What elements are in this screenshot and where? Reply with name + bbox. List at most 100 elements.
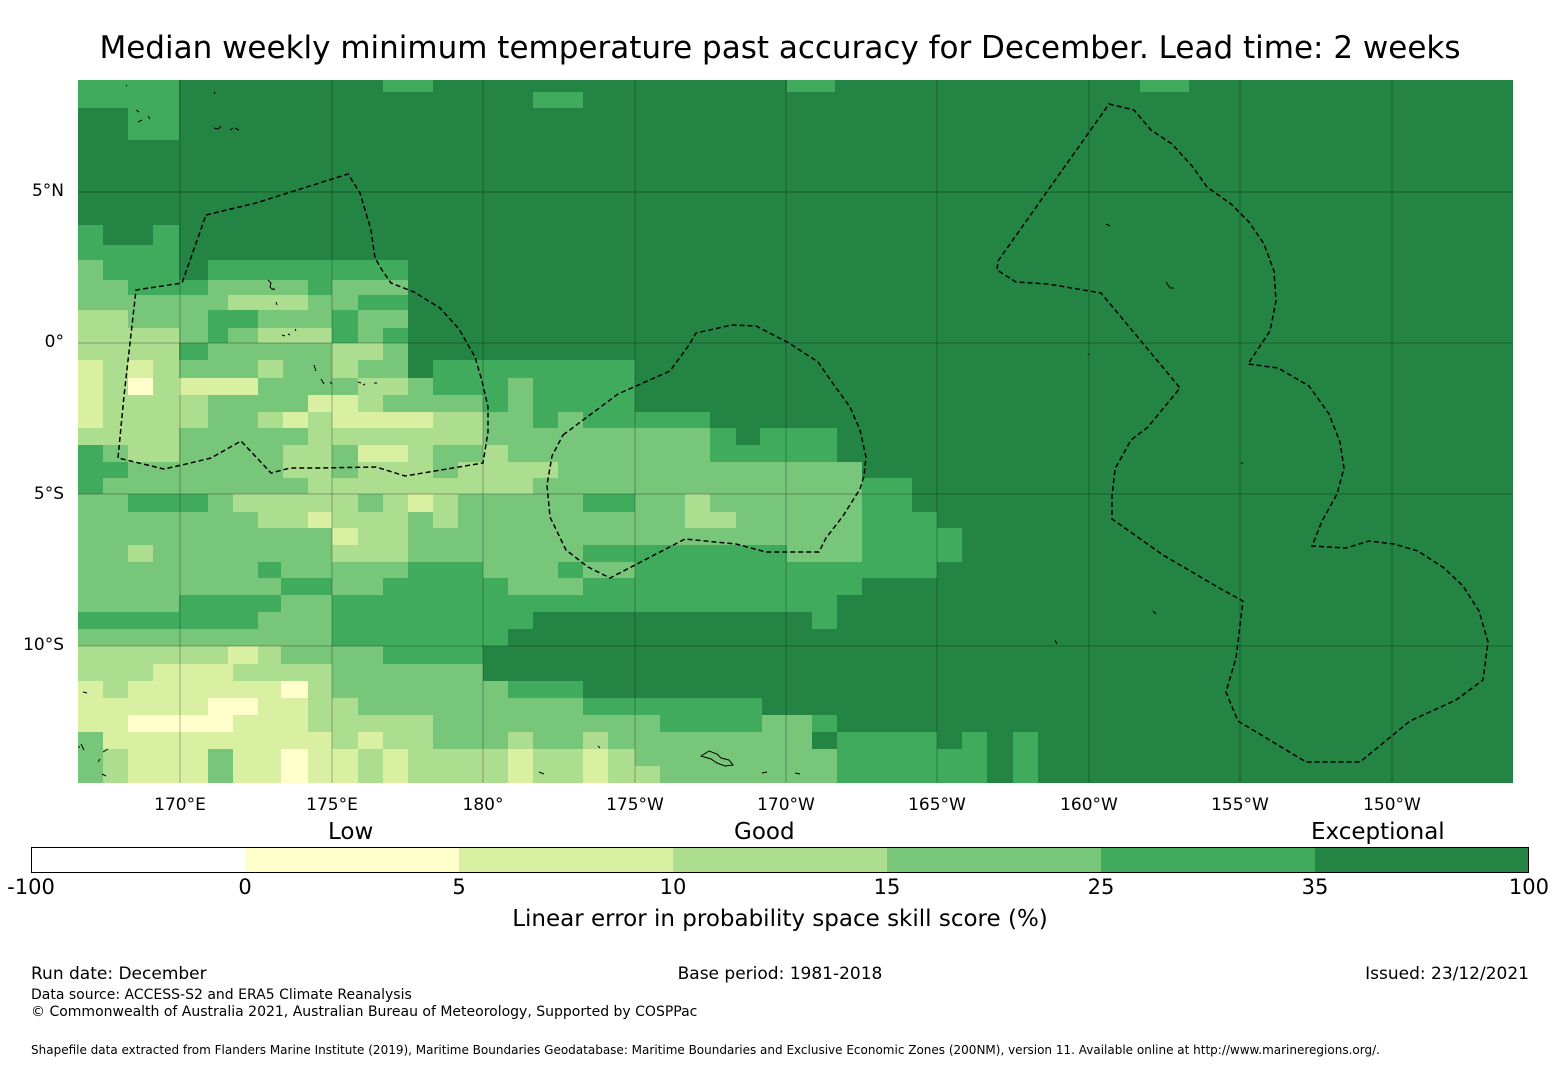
skill-cell bbox=[128, 681, 153, 698]
skill-cell bbox=[283, 412, 308, 428]
skill-cell bbox=[258, 512, 308, 528]
skill-cell bbox=[78, 681, 103, 698]
skill-cell bbox=[308, 412, 332, 428]
skill-cell bbox=[103, 412, 128, 428]
skill-cell bbox=[228, 295, 308, 310]
skill-cell bbox=[78, 462, 103, 478]
skill-cell bbox=[583, 360, 635, 378]
skill-cell bbox=[558, 412, 583, 428]
skill-cell bbox=[558, 428, 583, 445]
skill-cell bbox=[153, 664, 179, 681]
skill-cell bbox=[383, 646, 408, 664]
skill-cell bbox=[233, 766, 258, 783]
skill-cell bbox=[483, 428, 508, 445]
skill-cell bbox=[433, 445, 458, 462]
skill-cell bbox=[153, 766, 179, 783]
skill-cell bbox=[281, 681, 308, 698]
skill-cell bbox=[660, 595, 710, 612]
skill-cell bbox=[533, 732, 558, 749]
skill-cell bbox=[78, 528, 128, 545]
skill-cell bbox=[153, 360, 179, 378]
skill-cell bbox=[128, 629, 179, 646]
skill-cell bbox=[558, 749, 583, 766]
skill-cell bbox=[383, 462, 408, 478]
skill-cell bbox=[383, 343, 408, 360]
skill-cell bbox=[558, 766, 583, 783]
skill-cell bbox=[710, 478, 736, 494]
skill-cell bbox=[208, 462, 283, 478]
skill-cell bbox=[736, 732, 762, 749]
skill-cell bbox=[383, 395, 408, 412]
skill-cell bbox=[358, 612, 383, 629]
skill-cell bbox=[358, 578, 383, 595]
skill-cell bbox=[710, 595, 736, 612]
skill-cell bbox=[583, 478, 635, 494]
skill-cell bbox=[483, 378, 508, 395]
skill-cell bbox=[78, 732, 103, 749]
skill-cell bbox=[710, 494, 736, 512]
skill-cell bbox=[233, 749, 258, 766]
skill-cell bbox=[660, 698, 710, 715]
skill-cell bbox=[283, 445, 308, 462]
skill-cell bbox=[179, 343, 208, 360]
skill-cell bbox=[710, 715, 736, 732]
skill-cell bbox=[508, 428, 533, 445]
skill-cell bbox=[683, 412, 710, 428]
skill-cell bbox=[78, 562, 128, 578]
skill-cell bbox=[937, 528, 962, 545]
skill-cell bbox=[208, 280, 308, 295]
skill-cell bbox=[408, 595, 433, 612]
skill-cell bbox=[458, 578, 483, 595]
skill-cell bbox=[103, 260, 128, 280]
skill-cell bbox=[635, 478, 660, 494]
skill-cell bbox=[508, 732, 533, 749]
skill-cell bbox=[233, 578, 258, 595]
skill-cell bbox=[179, 328, 208, 343]
skill-cell bbox=[128, 245, 153, 260]
skill-cell bbox=[433, 681, 458, 698]
skill-cell bbox=[308, 260, 358, 280]
skill-cell bbox=[408, 512, 433, 528]
skill-cell bbox=[358, 528, 383, 545]
skill-cell bbox=[258, 698, 281, 715]
skill-cell bbox=[128, 732, 153, 749]
skill-cell bbox=[583, 732, 608, 749]
skill-cell bbox=[433, 478, 458, 494]
skill-cell bbox=[179, 528, 208, 545]
skill-cell bbox=[533, 512, 583, 528]
skill-cell bbox=[208, 494, 233, 512]
skill-cell bbox=[281, 646, 332, 664]
skill-cell bbox=[128, 445, 179, 462]
skill-cell bbox=[736, 462, 763, 478]
skill-cell bbox=[281, 698, 308, 715]
skill-cell bbox=[308, 395, 358, 412]
skill-cell bbox=[685, 578, 736, 595]
lon-tick-label: 170°E bbox=[154, 795, 206, 815]
skill-cell bbox=[762, 715, 787, 732]
skill-cell bbox=[862, 766, 912, 783]
skill-cell bbox=[228, 445, 283, 462]
skill-cell bbox=[635, 512, 685, 528]
skill-cell bbox=[787, 749, 812, 766]
skill-cell bbox=[508, 595, 533, 612]
skill-cell bbox=[281, 562, 308, 578]
skill-cell bbox=[283, 428, 308, 445]
skill-cell bbox=[483, 715, 508, 732]
skill-cell bbox=[358, 681, 408, 698]
skill-cell bbox=[608, 494, 635, 512]
skill-cell bbox=[179, 562, 258, 578]
skill-cell bbox=[787, 595, 812, 612]
skill-cell bbox=[787, 528, 812, 545]
skill-cell bbox=[179, 360, 258, 378]
skill-cell bbox=[78, 343, 128, 360]
skill-cell bbox=[862, 749, 912, 766]
skill-cell bbox=[332, 512, 358, 528]
skill-cell bbox=[358, 295, 408, 310]
skill-cell bbox=[433, 395, 483, 412]
skill-cell bbox=[433, 360, 483, 378]
skill-cell bbox=[583, 766, 608, 783]
skill-cell bbox=[128, 595, 179, 612]
skill-cell bbox=[358, 478, 408, 494]
skill-cell bbox=[258, 545, 332, 562]
skill-cell bbox=[153, 245, 179, 260]
